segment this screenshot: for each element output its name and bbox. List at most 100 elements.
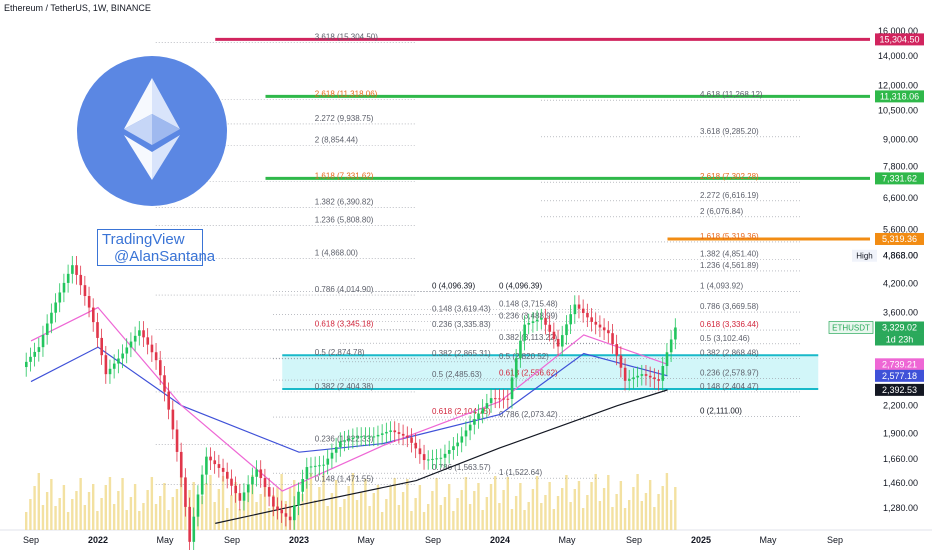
volume-bar: [581, 508, 585, 530]
candle-body: [196, 494, 200, 517]
volume-bar: [125, 510, 128, 530]
volume-bar: [427, 504, 430, 530]
candle-body: [209, 456, 212, 461]
fib-label: 0.618 (3,336.44): [700, 320, 759, 329]
candle-body: [234, 485, 237, 494]
candle-body: [489, 398, 493, 404]
candle-body: [427, 459, 430, 461]
volume-bar: [611, 507, 614, 530]
volume-bar: [351, 473, 355, 530]
volume-bar: [590, 482, 593, 530]
candle-body: [25, 361, 28, 368]
candle-body: [66, 273, 70, 283]
volume-bar: [498, 503, 501, 530]
fib-label: 1.382 (6,390.82): [315, 197, 374, 206]
fib-label: 0.5 (2,874.78): [315, 348, 365, 357]
candle-body: [519, 340, 522, 359]
candle-body: [435, 458, 438, 460]
candle-body: [669, 339, 673, 353]
volume-bar: [661, 486, 664, 530]
volume-bar: [506, 477, 509, 530]
volume-bar: [66, 512, 70, 530]
candle-body: [452, 446, 455, 451]
candle-body: [100, 337, 103, 356]
candle-body: [242, 492, 246, 501]
fib-label: 0 (4,096.39): [499, 281, 542, 290]
candle-body: [288, 516, 292, 521]
candle-body: [200, 474, 204, 495]
volume-bar: [372, 493, 375, 530]
volume-bar: [443, 497, 447, 530]
volume-bar: [531, 489, 535, 530]
candle-body: [473, 419, 476, 425]
volume-bar: [138, 511, 141, 530]
candle-body: [527, 322, 531, 325]
candle-body: [230, 478, 233, 486]
candle-body: [221, 467, 225, 472]
fib-label: 1.618 (5,319.36): [700, 232, 759, 241]
fib-label: 0.786 (2,073.42): [499, 410, 558, 419]
volume-bar: [628, 500, 631, 530]
candle-body: [565, 324, 568, 336]
candle-body: [506, 398, 510, 400]
volume-bar: [54, 506, 57, 530]
candle-body: [364, 436, 367, 438]
volume-bar: [343, 499, 346, 530]
x-tick-label: Sep: [224, 535, 240, 545]
candle-body: [129, 341, 133, 348]
candle-body: [146, 337, 150, 345]
candle-body: [259, 469, 263, 479]
watermark-box: TradingView @AlanSantana: [97, 229, 215, 266]
candle-body: [92, 307, 95, 323]
candle-body: [75, 265, 78, 275]
x-tick-label: May: [156, 535, 174, 545]
candle-body: [87, 296, 91, 308]
volume-bar: [104, 485, 107, 530]
volume-bar: [561, 488, 564, 530]
candle-body: [54, 302, 57, 313]
countdown-label: 1d 23h: [886, 334, 914, 344]
candle-body: [192, 516, 196, 542]
fib-label: 1 (4,093.92): [700, 281, 743, 290]
y-tick-label: 1,900.00: [883, 428, 918, 438]
candle-body: [535, 319, 539, 322]
candle-body: [71, 265, 74, 274]
candle-body: [598, 324, 602, 328]
candle-body: [29, 356, 32, 362]
fib-label: 0.618 (3,345.18): [315, 320, 374, 329]
volume-bar: [456, 498, 459, 530]
candle-body: [255, 469, 258, 477]
candle-body: [330, 452, 334, 459]
candle-body: [514, 358, 518, 378]
x-tick-label: Sep: [626, 535, 642, 545]
volume-bar: [464, 477, 468, 530]
candle-body: [154, 352, 158, 361]
candle-body: [175, 429, 179, 452]
fib-label: 2 (6,076.84): [700, 207, 743, 216]
candle-body: [104, 355, 108, 375]
price-badge: [875, 369, 924, 382]
volume-bar: [569, 502, 572, 530]
volume-bar: [150, 477, 154, 530]
volume-bar: [221, 476, 225, 530]
volume-bar: [159, 496, 162, 530]
candle-body: [217, 464, 221, 468]
y-tick-label: 1,280.00: [883, 503, 918, 513]
volume-bar: [389, 486, 392, 530]
volume-bar: [209, 475, 212, 530]
fib-label: 0.786 (1,563.57): [432, 463, 491, 472]
volume-bar: [598, 501, 602, 530]
candle-body: [494, 398, 497, 400]
volume-bar: [460, 490, 463, 530]
volume-bar: [217, 489, 221, 530]
fib-label: 0.5 (2,820.52): [499, 352, 549, 361]
candle-body: [460, 436, 464, 443]
volume-bar: [523, 510, 526, 530]
fib-label: 2.272 (6,616.19): [700, 191, 759, 200]
candle-body: [121, 353, 124, 359]
volume-bar: [669, 500, 673, 530]
fib-label: 2.272 (9,938.75): [315, 114, 374, 123]
y-tick-label: 5,600.00: [883, 224, 918, 234]
candle-body: [389, 430, 392, 432]
